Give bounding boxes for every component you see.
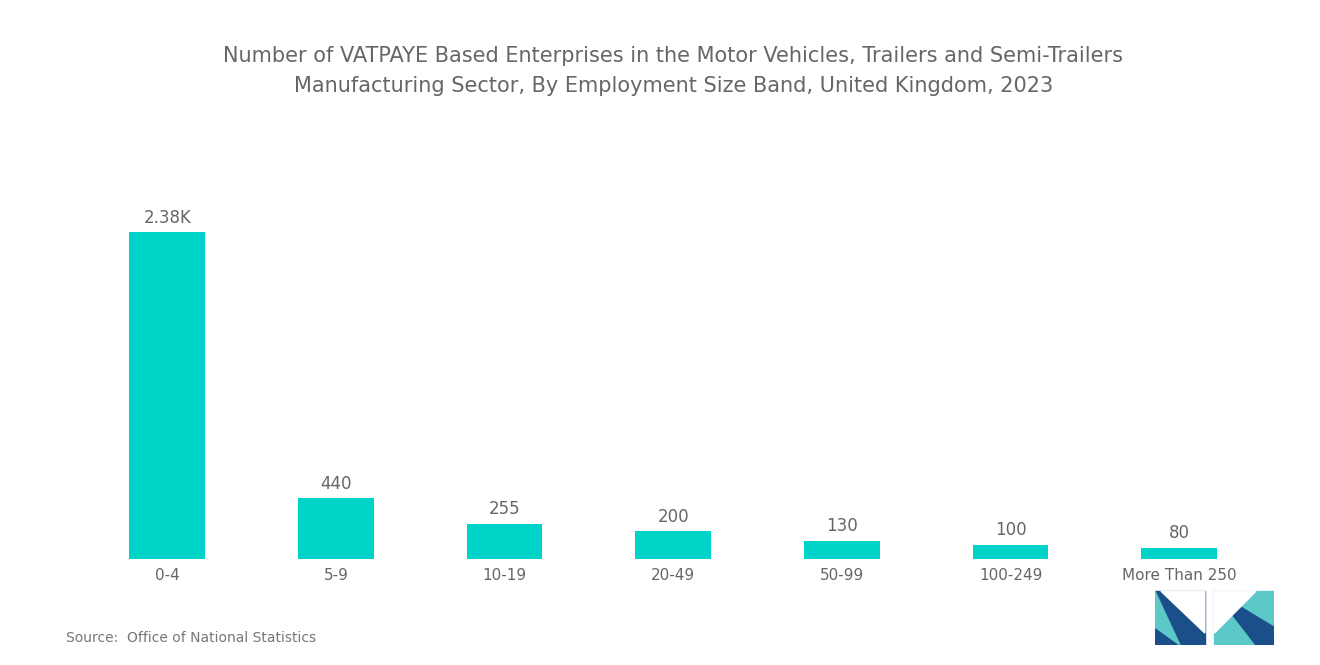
Bar (129, 232, 205, 559)
Polygon shape (1214, 591, 1274, 645)
Text: 80: 80 (1168, 524, 1189, 542)
Title: Number of VATPAYE Based Enterprises in the Motor Vehicles, Trailers and Semi-Tra: Number of VATPAYE Based Enterprises in t… (223, 47, 1123, 96)
Polygon shape (1214, 591, 1274, 645)
Text: 100: 100 (995, 521, 1027, 539)
Text: Source:  Office of National Statistics: Source: Office of National Statistics (66, 631, 315, 645)
Polygon shape (1155, 591, 1205, 645)
Text: 2.38K: 2.38K (144, 209, 191, 227)
Polygon shape (1155, 591, 1180, 645)
Text: 440: 440 (321, 475, 351, 493)
Bar (635, 531, 711, 559)
Bar (973, 545, 1048, 559)
Text: 130: 130 (826, 517, 858, 535)
Text: 200: 200 (657, 507, 689, 525)
Bar (466, 523, 543, 559)
Polygon shape (1214, 591, 1257, 633)
Bar (804, 541, 880, 559)
Bar (1142, 547, 1217, 559)
Bar (298, 498, 374, 559)
Polygon shape (1162, 591, 1205, 633)
Text: 255: 255 (488, 500, 520, 518)
